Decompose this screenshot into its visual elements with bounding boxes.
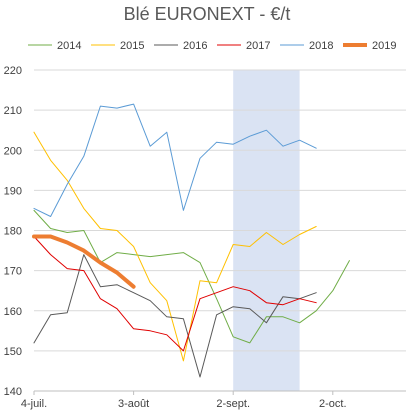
- y-tick-label: 190: [4, 185, 22, 197]
- y-tick-label: 220: [4, 65, 22, 77]
- x-tick-label: 2-oct.: [319, 398, 347, 410]
- x-tick-label: 2-sept.: [216, 398, 250, 410]
- legend-label: 2019: [372, 40, 396, 52]
- legend-label: 2016: [183, 40, 207, 52]
- y-tick-label: 150: [4, 346, 22, 358]
- legend-label: 2015: [120, 40, 144, 52]
- series-lines: [32, 103, 350, 378]
- gridlines: [34, 69, 406, 352]
- series-line-2016: [33, 254, 317, 378]
- chart-title: Blé EURONEXT - €/t: [124, 4, 291, 24]
- y-tick-label: 170: [4, 266, 22, 278]
- y-tick-label: 160: [4, 306, 22, 318]
- legend-label: 2017: [246, 40, 270, 52]
- series-line-2014: [33, 209, 350, 344]
- y-tick-label: 140: [4, 386, 22, 398]
- y-tick-label: 200: [4, 145, 22, 157]
- legend-label: 2014: [57, 40, 81, 52]
- legend-label: 2018: [309, 40, 333, 52]
- x-axis-ticks: 4-juil. 3-août 2-sept. 2-oct.: [21, 391, 347, 410]
- series-line-2015: [33, 131, 317, 362]
- x-tick-label: 3-août: [118, 398, 149, 410]
- legend: 2014 2015 2016 2017 2018 2019: [28, 40, 396, 52]
- series-line-2018: [33, 103, 317, 217]
- y-tick-label: 180: [4, 226, 22, 238]
- x-tick-label: 4-juil.: [21, 398, 47, 410]
- y-tick-label: 210: [4, 105, 22, 117]
- y-axis-ticks: 140 150 160 170 180 190 200 210 220: [4, 65, 22, 398]
- series-line-2017: [33, 236, 317, 352]
- series-line-2019: [32, 234, 136, 289]
